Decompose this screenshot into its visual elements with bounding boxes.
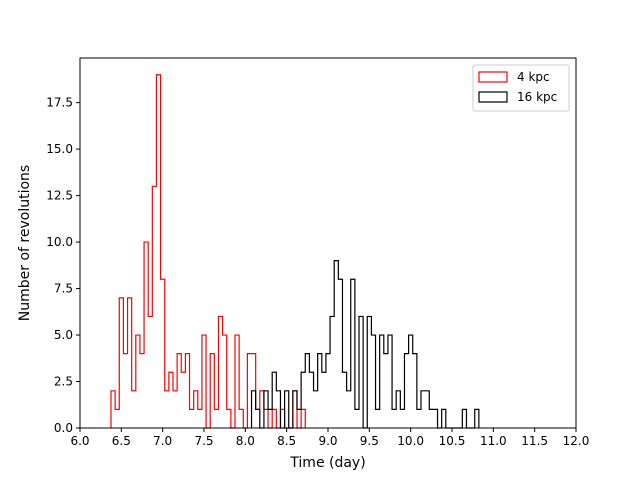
x-tick-label: 9.0 — [318, 434, 337, 448]
x-tick-label: 10.5 — [439, 434, 466, 448]
x-tick-label: 7.5 — [194, 434, 213, 448]
histogram-series-0 — [110, 74, 306, 429]
legend-frame — [472, 64, 570, 112]
histogram-series-1 — [250, 260, 480, 429]
y-tick-label: 12.5 — [46, 189, 73, 203]
y-tick-label: 2.5 — [54, 375, 73, 389]
y-tick-label: 15.0 — [46, 142, 73, 156]
y-axis: 0.0 2.5 5.0 7.5 10.0 12.5 15.0 17.5 — [46, 96, 80, 435]
legend: 4 kpc 16 kpc — [472, 64, 570, 112]
x-tick-label: 9.5 — [360, 434, 379, 448]
x-tick-label: 10.0 — [397, 434, 424, 448]
legend-swatch — [478, 91, 508, 103]
x-axis: 6.0 6.5 7.0 7.5 8.0 8.5 9.0 9.5 10.0 10.5 11.0 11.5… — [70, 428, 589, 448]
y-tick-label: 7.5 — [54, 282, 73, 296]
x-tick-label: 8.5 — [277, 434, 296, 448]
y-tick-label: 5.0 — [54, 328, 73, 342]
legend-swatch — [478, 71, 508, 83]
series-layer — [110, 74, 480, 429]
x-tick-label: 6.5 — [112, 434, 131, 448]
x-tick-label: 11.5 — [521, 434, 548, 448]
y-tick-label: 17.5 — [46, 96, 73, 110]
y-tick-label: 10.0 — [46, 235, 73, 249]
legend-entry: 4 kpc — [517, 70, 550, 84]
x-tick-label: 8.0 — [236, 434, 255, 448]
y-tick-label: 0.0 — [54, 421, 73, 435]
y-axis-label: Number of revolutions — [17, 165, 33, 321]
x-axis-label: Time (day) — [289, 455, 365, 471]
x-tick-label: 6.0 — [70, 434, 89, 448]
x-tick-label: 7.0 — [153, 434, 172, 448]
x-tick-label: 12.0 — [563, 434, 590, 448]
legend-entry: 16 kpc — [517, 90, 557, 104]
x-tick-label: 11.0 — [480, 434, 507, 448]
